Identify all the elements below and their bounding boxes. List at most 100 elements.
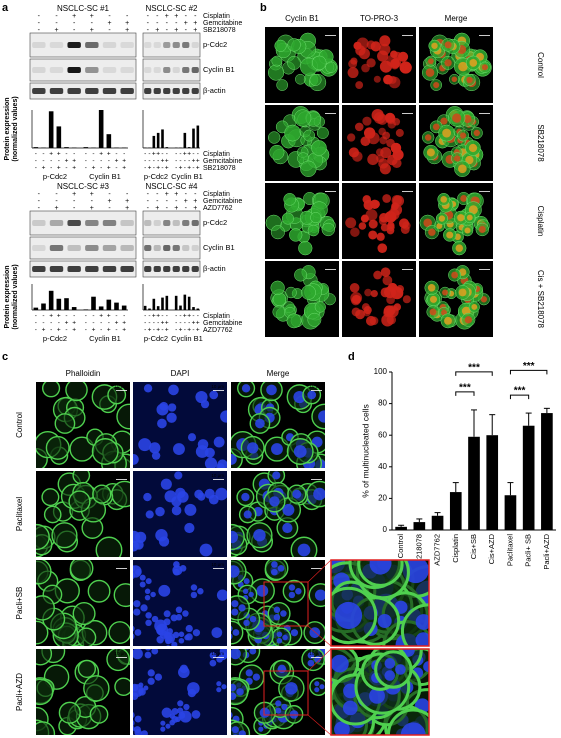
treatment-sign: + — [49, 151, 53, 158]
blot-strip — [29, 32, 137, 58]
nucleus — [429, 308, 437, 316]
scale-bar-label: 10 μm — [114, 651, 127, 656]
nucleus — [177, 700, 184, 707]
treatment-label: Gemcitabine — [203, 198, 242, 205]
y-tick-label: 0 — [383, 525, 388, 534]
treatment-sign: - — [175, 151, 177, 158]
treatment-sign: - — [55, 198, 58, 205]
treatment-sign: - — [73, 27, 76, 34]
blot-band — [172, 88, 180, 94]
nucleus — [133, 712, 135, 719]
scale-bar-label: 20 μm — [477, 185, 490, 190]
treatment-sign: + — [187, 327, 191, 334]
significance-label: *** — [459, 383, 471, 394]
blot-band — [102, 67, 117, 73]
nucleus — [134, 715, 142, 723]
nucleus — [158, 584, 171, 597]
nucleus — [466, 214, 473, 221]
nucleus — [173, 443, 185, 455]
nucleus — [424, 134, 432, 141]
nucleus — [216, 655, 223, 663]
treatment-sign: + — [165, 327, 169, 334]
treatment-sign: - — [38, 198, 41, 205]
nucleus — [147, 669, 155, 677]
treatment-sign: - — [192, 327, 194, 334]
treatment-sign: - — [188, 320, 190, 327]
cell — [303, 129, 316, 142]
nucleus — [363, 308, 371, 317]
blot-band — [144, 266, 152, 272]
protein-label: β-actin — [203, 264, 226, 273]
nucleus — [179, 710, 192, 723]
nucleus — [402, 295, 411, 304]
cell — [286, 313, 302, 329]
nucleus — [466, 76, 473, 84]
nucleus — [404, 63, 412, 72]
nucleus — [388, 75, 397, 84]
treatment-sign: - — [108, 205, 111, 212]
protein-label: Cyclin B1 — [203, 243, 235, 252]
x-tick-label: Paclitaxel — [505, 534, 514, 566]
blot-title: NSCLC-SC #4 — [145, 182, 198, 191]
micrograph — [268, 106, 330, 177]
nucleus — [209, 659, 217, 667]
nucleus — [241, 384, 251, 393]
row-label: Pacli+AZD — [15, 673, 24, 711]
nucleus — [243, 578, 250, 585]
nucleus — [319, 684, 325, 690]
significance-bracket — [455, 391, 475, 396]
blot-band — [120, 67, 134, 73]
blot-band — [120, 220, 134, 226]
nucleus — [433, 81, 440, 89]
cell — [68, 490, 91, 513]
nucleus — [386, 315, 397, 325]
blot-band — [153, 67, 161, 73]
cell — [321, 222, 335, 237]
treatment-sign: + — [148, 165, 152, 172]
bar — [522, 425, 535, 530]
nucleus — [138, 688, 146, 696]
treatment-sign: + — [125, 27, 129, 34]
blot-band — [144, 42, 152, 48]
nucleus — [231, 454, 237, 465]
nucleus — [349, 282, 360, 293]
nucleus — [133, 600, 141, 608]
scale-bar-label: 10 μm — [211, 473, 224, 478]
nucleus — [135, 734, 140, 735]
treatment-sign: - — [175, 320, 177, 327]
blot-band — [67, 220, 81, 226]
nucleus — [231, 683, 237, 692]
treatment-sign: + — [193, 27, 197, 34]
bar — [41, 303, 46, 310]
cell — [264, 560, 289, 581]
nucleus — [373, 75, 381, 83]
nucleus — [347, 133, 356, 142]
cell — [267, 64, 285, 81]
treatment-sign: + — [196, 158, 200, 165]
treatment-sign: - — [85, 313, 87, 320]
nucleus — [351, 307, 361, 317]
nucleus — [143, 384, 153, 393]
nucleus — [307, 390, 317, 400]
cell — [268, 131, 281, 144]
treatment-sign: - — [92, 151, 94, 158]
treatment-sign: - — [91, 198, 94, 205]
blot-band — [85, 42, 99, 48]
blot-strip — [29, 82, 137, 100]
blot-band — [191, 42, 199, 48]
cell — [309, 677, 325, 696]
nucleus — [154, 619, 167, 633]
nucleus — [380, 147, 392, 159]
cell — [316, 126, 329, 139]
nucleus — [366, 40, 376, 50]
treatment-sign: - — [161, 313, 163, 320]
nucleus — [342, 700, 358, 716]
treatment-label: Cisplatin — [203, 191, 230, 198]
nucleus — [378, 43, 391, 56]
treatment-sign: + — [49, 313, 53, 320]
nucleus — [238, 730, 246, 735]
treatment-sign: + — [155, 27, 159, 34]
treatment-sign: - — [92, 320, 94, 327]
treatment-sign: + — [174, 27, 178, 34]
treatment-sign: - — [153, 320, 155, 327]
